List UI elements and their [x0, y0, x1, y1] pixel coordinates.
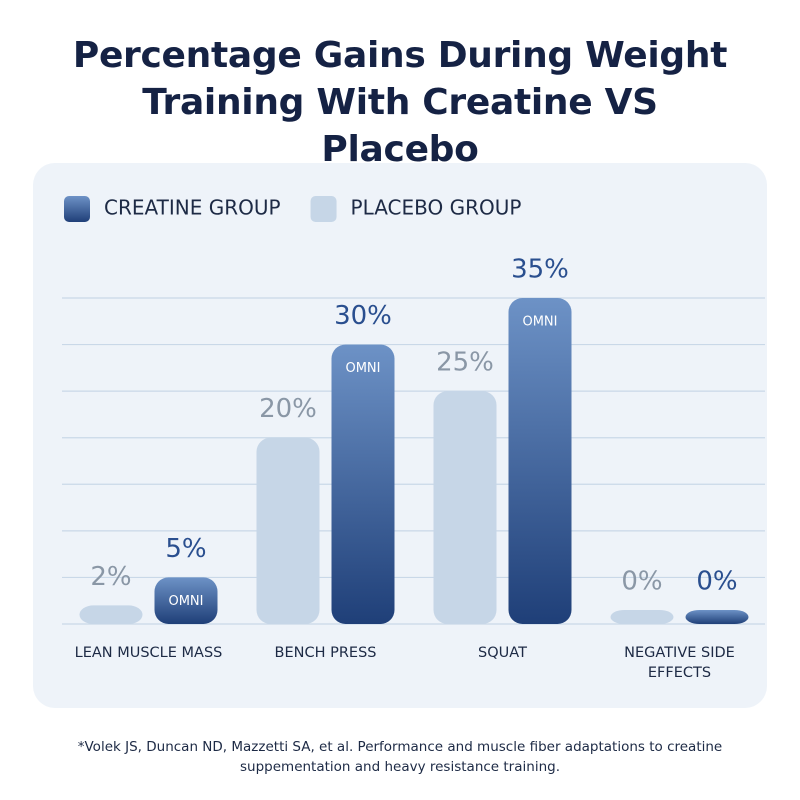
value-label: 25%	[436, 348, 494, 378]
chart-title: Percentage Gains During Weight Training …	[72, 35, 728, 170]
bar-label: OMNI	[522, 315, 557, 330]
bar	[79, 605, 143, 624]
bar	[685, 610, 749, 624]
value-label: 0%	[621, 567, 662, 597]
bar-label: OMNI	[345, 361, 380, 376]
panel	[33, 163, 767, 708]
bar	[256, 437, 320, 624]
value-label: 2%	[90, 562, 131, 592]
bar	[508, 298, 572, 624]
value-label: 20%	[259, 394, 317, 424]
legend-label: PLACEBO GROUP	[351, 196, 522, 220]
value-label: 35%	[511, 255, 569, 285]
legend-label: CREATINE GROUP	[104, 196, 281, 220]
x-tick-label: NEGATIVE SIDE EFFECTS	[624, 645, 735, 681]
legend-swatch	[310, 196, 337, 222]
x-tick-label: SQUAT	[478, 645, 527, 661]
bar	[610, 610, 674, 624]
footnote: *Volek JS, Duncan ND, Mazzetti SA, et al…	[77, 739, 723, 775]
value-label: 30%	[334, 301, 392, 331]
bar-label: OMNI	[168, 594, 203, 609]
legend-swatch	[64, 196, 90, 222]
bar	[433, 391, 497, 624]
bar	[331, 344, 395, 624]
x-tick-label: LEAN MUSCLE MASS	[74, 645, 223, 661]
x-tick-label: BENCH PRESS	[274, 645, 377, 661]
bar	[154, 577, 218, 624]
value-label: 0%	[696, 567, 737, 597]
value-label: 5%	[165, 534, 206, 564]
